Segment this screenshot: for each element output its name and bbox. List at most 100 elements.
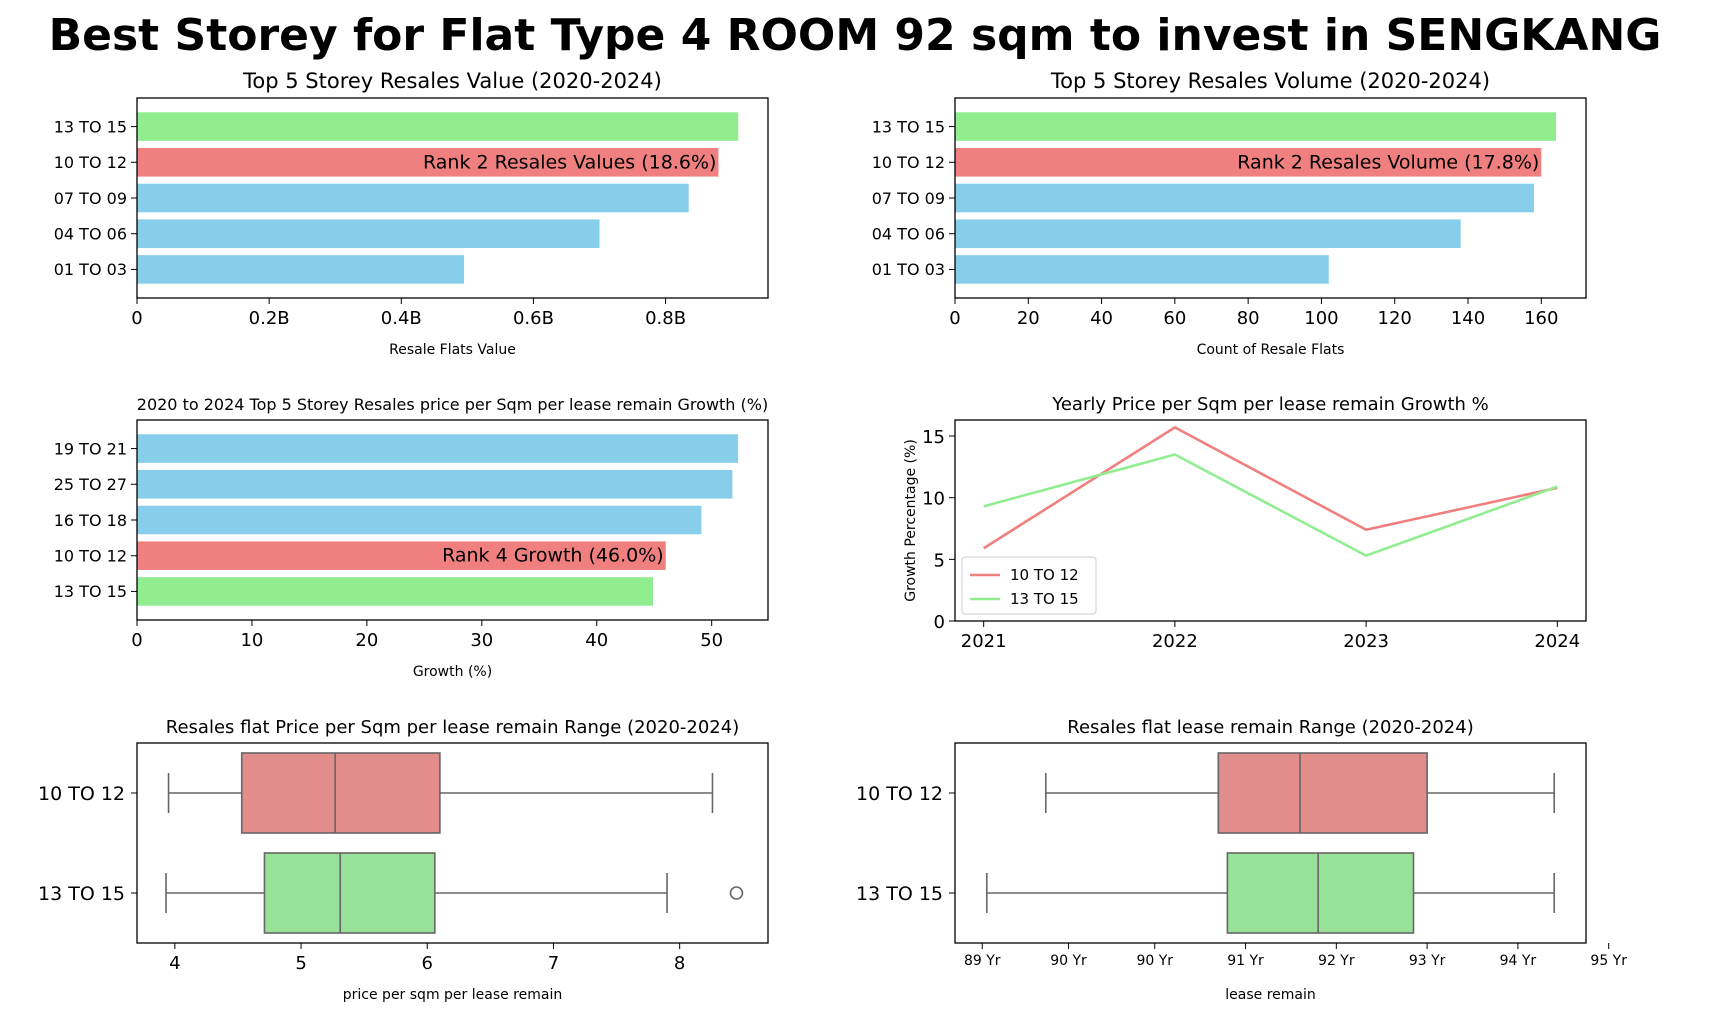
y-tick-label: 19 TO 21 bbox=[54, 439, 127, 458]
y-tick-label: 10 TO 12 bbox=[38, 783, 125, 805]
box-plot-panel: 10 TO 12 13 TO 15 89 Yr 90 Yr 90 Yr 91 Yr 92 Y… bbox=[856, 717, 1627, 1003]
y-tick-label: 10 TO 12 bbox=[856, 783, 943, 805]
y-tick-label: 10 TO 12 bbox=[872, 153, 945, 172]
x-tick-label: 80 bbox=[1237, 308, 1260, 329]
legend-label: 10 TO 12 bbox=[1010, 566, 1079, 584]
y-tick-label: 01 TO 03 bbox=[54, 260, 127, 279]
x-tick-label: 5 bbox=[295, 953, 306, 974]
chart-title: 2020 to 2024 Top 5 Storey Resales price … bbox=[137, 395, 768, 414]
bar bbox=[137, 112, 739, 141]
y-tick-label: 13 TO 15 bbox=[872, 117, 945, 136]
iqr-box bbox=[1217, 752, 1428, 834]
x-tick-label: 7 bbox=[548, 953, 559, 974]
bar bbox=[137, 541, 666, 570]
figure-title: Best Storey for Flat Type 4 ROOM 92 sqm … bbox=[49, 10, 1662, 61]
y-tick-label: 01 TO 03 bbox=[872, 260, 945, 279]
x-tick-label: 4 bbox=[169, 953, 180, 974]
bar bbox=[137, 505, 702, 535]
bar-annotation: Rank 2 Resales Volume (17.8%) bbox=[1237, 151, 1539, 173]
x-tick-label: 95 Yr bbox=[1590, 953, 1627, 969]
bar bbox=[955, 219, 1461, 248]
x-tick-label: 90 Yr bbox=[1050, 953, 1087, 969]
x-tick-label: 94 Yr bbox=[1500, 953, 1537, 969]
x-axis-label: Resale Flats Value bbox=[389, 342, 516, 358]
iqr-box bbox=[1226, 852, 1415, 934]
bar bbox=[137, 434, 739, 463]
bar-chart-panel: 13 TO 15 10 TO 12 Rank 2 Resales Values (1… bbox=[54, 69, 769, 358]
x-tick-label: 8 bbox=[674, 953, 685, 974]
x-tick-label: 60 bbox=[1163, 308, 1186, 329]
x-axis-label: price per sqm per lease remain bbox=[343, 987, 562, 1003]
bar bbox=[137, 470, 733, 499]
x-tick-label: 10 bbox=[240, 630, 263, 651]
x-tick-label: 50 bbox=[700, 630, 723, 651]
axes-frame bbox=[136, 742, 769, 944]
y-tick-label: 16 TO 18 bbox=[54, 511, 127, 530]
x-tick-label: 2021 bbox=[961, 631, 1007, 652]
x-tick-label: 30 bbox=[470, 630, 493, 651]
y-tick-label: 0 bbox=[934, 612, 945, 633]
chart-title: Resales flat lease remain Range (2020-20… bbox=[1067, 717, 1474, 738]
x-tick-label: 2022 bbox=[1152, 631, 1198, 652]
axes-frame bbox=[136, 97, 769, 299]
x-axis-label: Count of Resale Flats bbox=[1197, 342, 1345, 358]
y-tick-label: 5 bbox=[934, 550, 945, 571]
x-tick-label: 160 bbox=[1524, 308, 1558, 329]
legend: 10 TO 12 13 TO 15 bbox=[961, 556, 1097, 615]
x-tick-label: 120 bbox=[1378, 308, 1412, 329]
bar-annotation: Rank 4 Growth (46.0%) bbox=[442, 545, 664, 567]
y-tick-label: 10 bbox=[922, 489, 945, 510]
x-tick-label: 0 bbox=[949, 308, 960, 329]
y-tick-label: 07 TO 09 bbox=[872, 189, 945, 208]
y-tick-label: 13 TO 15 bbox=[54, 117, 127, 136]
y-tick-label: 10 TO 12 bbox=[54, 153, 127, 172]
axes-frame bbox=[954, 419, 1587, 622]
x-tick-label: 100 bbox=[1304, 308, 1338, 329]
x-tick-label: 0.4B bbox=[381, 308, 422, 329]
bar-chart-panel: 19 TO 21 25 TO 27 16 TO 18 10 TO 12 Rank 4 G… bbox=[54, 395, 769, 680]
x-tick-label: 2024 bbox=[1534, 631, 1580, 652]
x-tick-label: 93 Yr bbox=[1409, 953, 1446, 969]
x-tick-label: 0 bbox=[131, 308, 142, 329]
bar-chart-panel: 13 TO 15 10 TO 12 Rank 2 Resales Volume (1… bbox=[872, 69, 1587, 358]
bar bbox=[137, 183, 689, 213]
y-tick-label: 04 TO 06 bbox=[54, 224, 127, 243]
x-tick-label: 2023 bbox=[1343, 631, 1389, 652]
axes-frame bbox=[954, 97, 1587, 299]
chart-title: Yearly Price per Sqm per lease remain Gr… bbox=[1051, 394, 1489, 415]
bar bbox=[137, 219, 600, 248]
bar bbox=[137, 148, 719, 177]
legend-label: 13 TO 15 bbox=[1010, 590, 1079, 608]
bar bbox=[137, 255, 465, 284]
box-plot-panel: 10 TO 12 13 TO 15 4 5 6 7 8 Resales flat Price … bbox=[38, 717, 769, 1003]
y-tick-label: 13 TO 15 bbox=[38, 883, 125, 905]
bar bbox=[955, 112, 1556, 141]
bar-annotation: Rank 2 Resales Values (18.6%) bbox=[423, 151, 716, 173]
x-axis-label: Growth (%) bbox=[413, 664, 492, 680]
chart-title: Top 5 Storey Resales Volume (2020-2024) bbox=[1050, 69, 1490, 93]
axes-frame bbox=[954, 742, 1587, 944]
chart-panels: 13 TO 15 10 TO 12 Rank 2 Resales Values (1… bbox=[38, 69, 1627, 1003]
x-tick-label: 0.6B bbox=[513, 308, 554, 329]
iqr-box bbox=[240, 752, 441, 834]
x-axis-label: lease remain bbox=[1225, 987, 1315, 1003]
bar bbox=[955, 148, 1542, 177]
y-tick-label: 04 TO 06 bbox=[872, 224, 945, 243]
iqr-box bbox=[263, 852, 436, 934]
x-tick-label: 89 Yr bbox=[964, 953, 1001, 969]
bar bbox=[137, 577, 654, 606]
chart-title: Top 5 Storey Resales Value (2020-2024) bbox=[242, 69, 662, 93]
x-tick-label: 0 bbox=[131, 630, 142, 651]
chart-title: Resales flat Price per Sqm per lease rem… bbox=[166, 717, 739, 738]
series-line bbox=[983, 453, 1558, 558]
y-tick-label: 25 TO 27 bbox=[54, 475, 127, 494]
x-tick-label: 0.8B bbox=[645, 308, 686, 329]
y-tick-label: 15 bbox=[922, 427, 945, 448]
y-tick-label: 13 TO 15 bbox=[856, 883, 943, 905]
outlier-point bbox=[729, 886, 744, 900]
x-tick-label: 20 bbox=[355, 630, 378, 651]
x-tick-label: 40 bbox=[585, 630, 608, 651]
bar bbox=[955, 183, 1534, 213]
